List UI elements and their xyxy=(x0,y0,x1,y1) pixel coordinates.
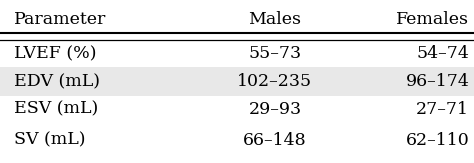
Text: ESV (mL): ESV (mL) xyxy=(14,101,99,118)
Text: 54–74: 54–74 xyxy=(416,45,469,62)
Text: 29–93: 29–93 xyxy=(248,101,301,118)
Text: Parameter: Parameter xyxy=(14,11,107,28)
Text: 55–73: 55–73 xyxy=(248,45,301,62)
Text: Females: Females xyxy=(396,11,469,28)
FancyBboxPatch shape xyxy=(0,67,474,96)
Text: EDV (mL): EDV (mL) xyxy=(14,73,100,90)
Text: 27–71: 27–71 xyxy=(416,101,469,118)
Text: SV (mL): SV (mL) xyxy=(14,132,86,149)
Text: 102–235: 102–235 xyxy=(237,73,312,90)
Text: LVEF (%): LVEF (%) xyxy=(14,45,97,62)
Text: 62–110: 62–110 xyxy=(406,132,469,149)
Text: 66–148: 66–148 xyxy=(243,132,307,149)
Text: Males: Males xyxy=(248,11,301,28)
Text: 96–174: 96–174 xyxy=(405,73,469,90)
